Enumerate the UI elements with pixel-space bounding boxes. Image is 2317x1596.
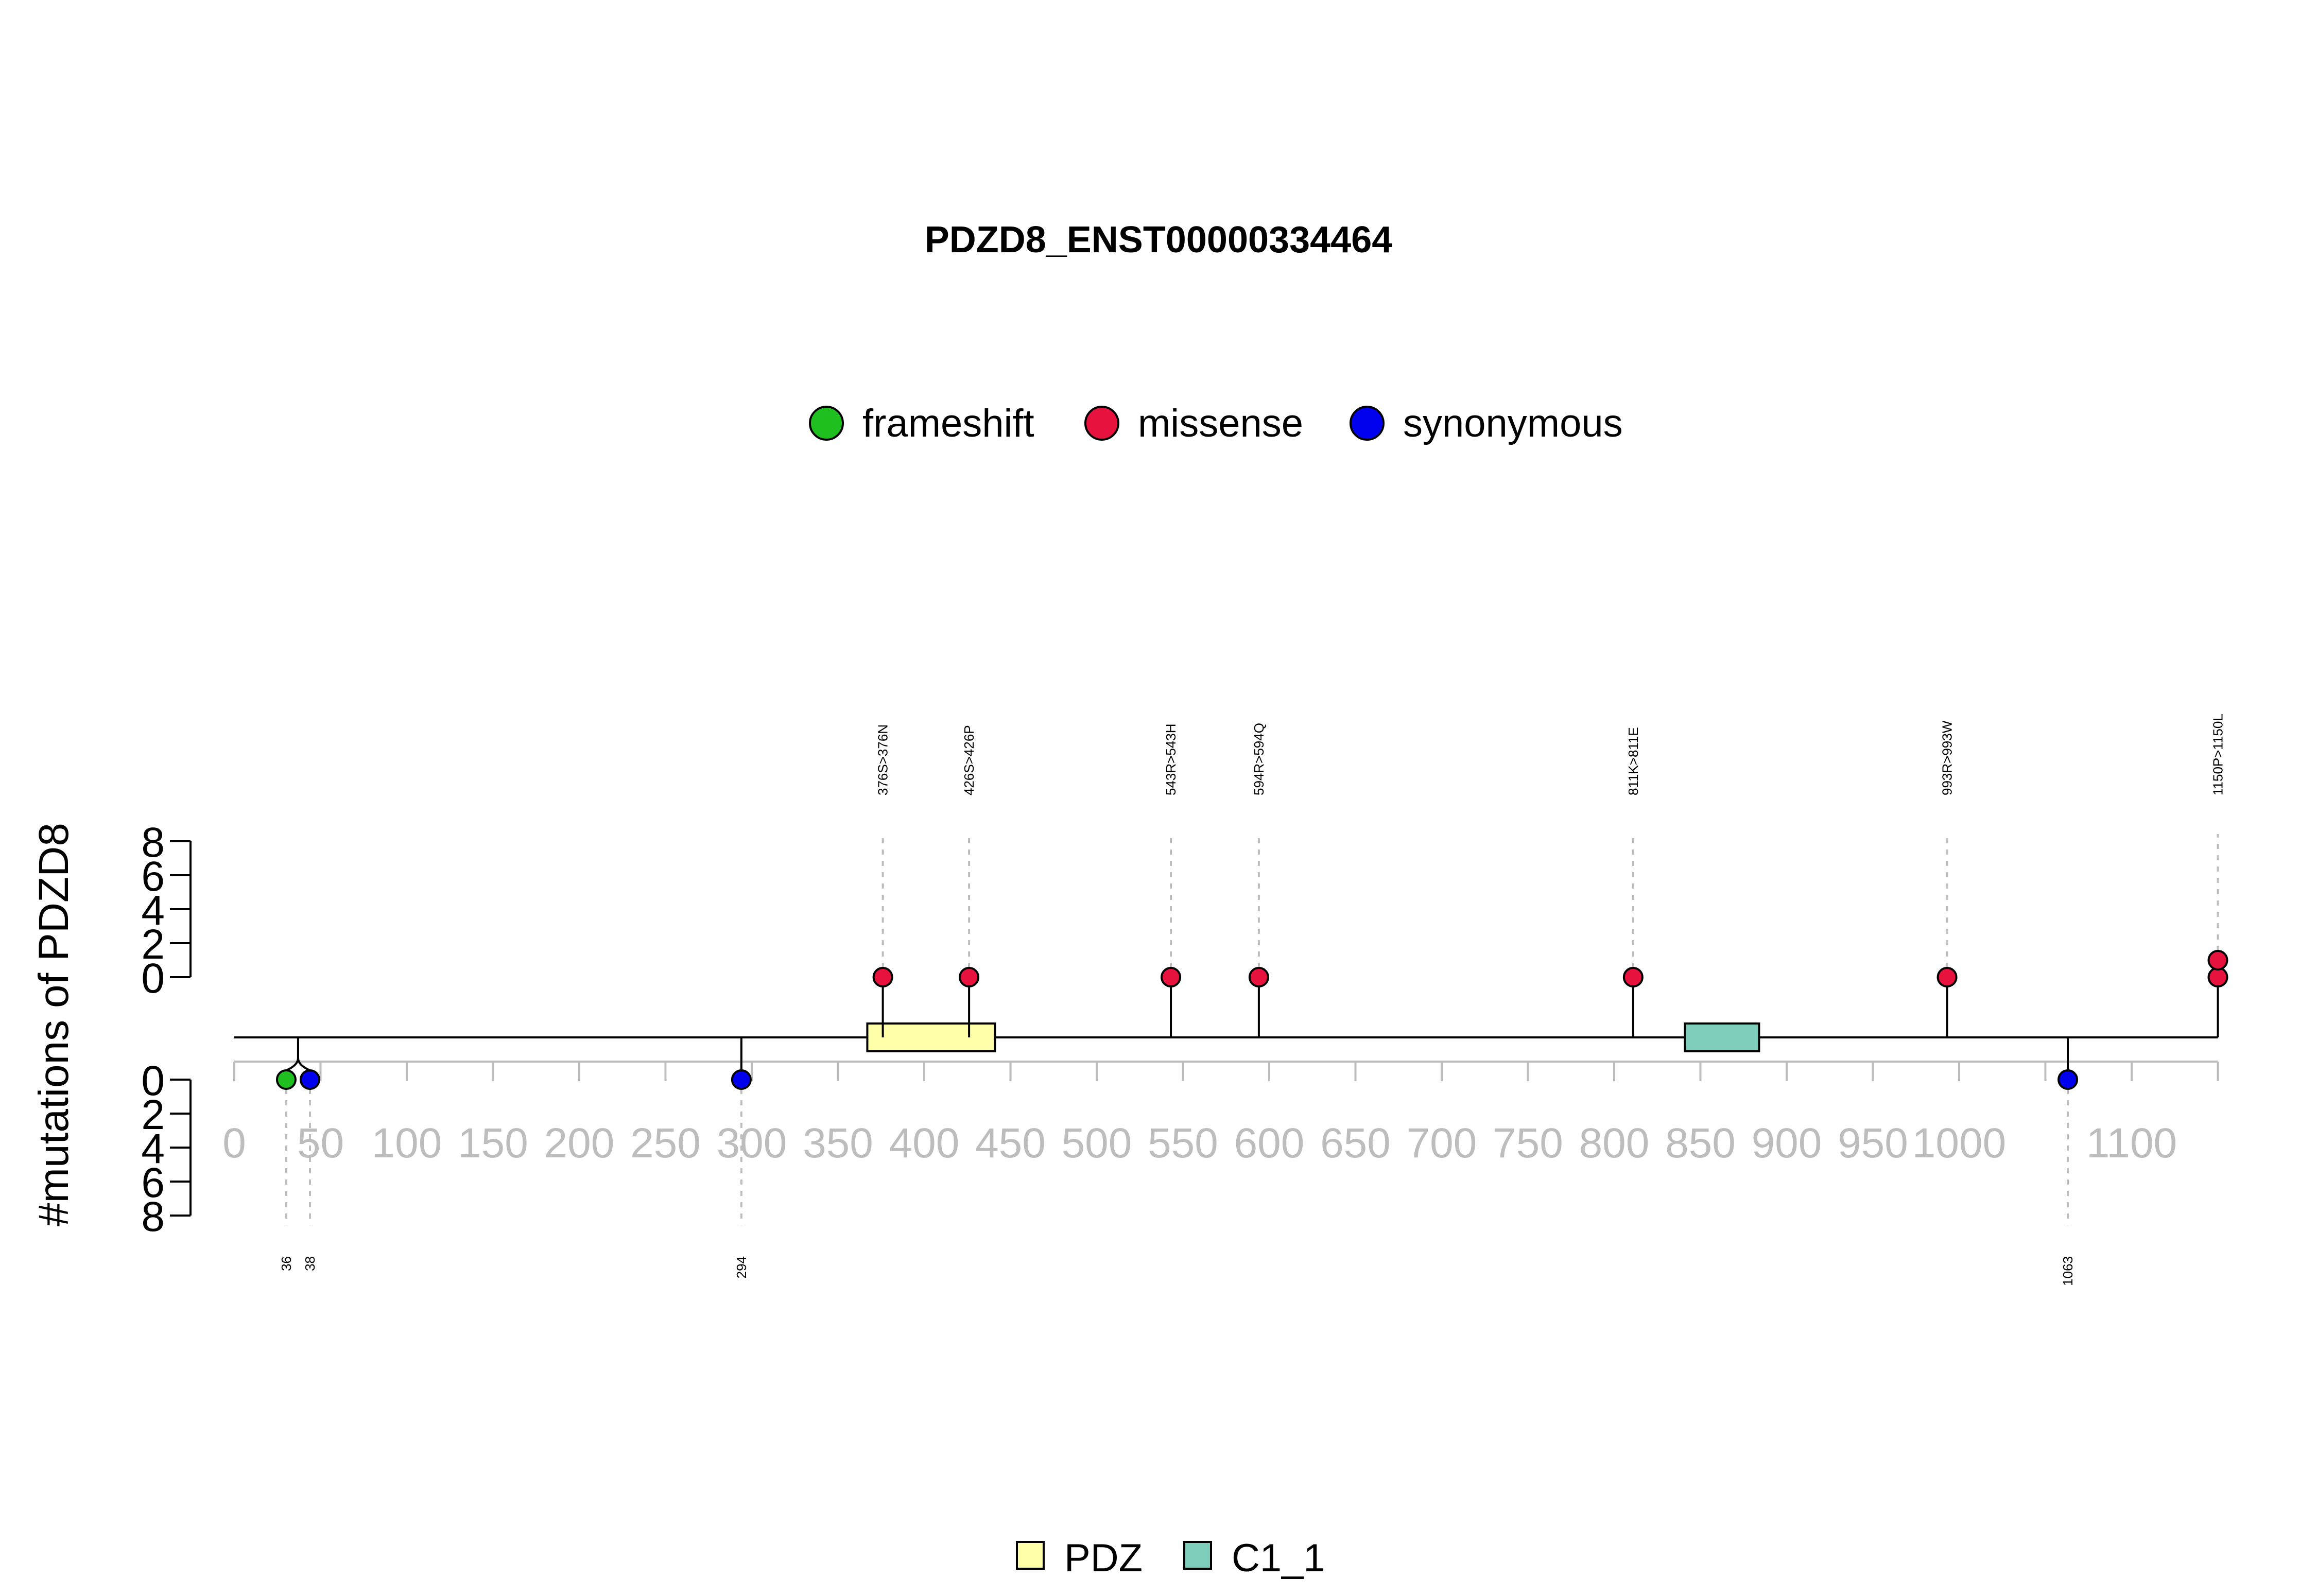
legend-swatch-frameshift bbox=[809, 406, 844, 441]
mutation-594r-594q: 594R>594Q bbox=[1248, 723, 1269, 1037]
mutation-36: 36 bbox=[275, 1037, 299, 1271]
domain-pdz bbox=[866, 1022, 996, 1052]
legend-swatch-missense bbox=[1084, 406, 1119, 441]
x-tick-label-100: 100 bbox=[372, 1120, 442, 1167]
x-tick-label-300: 300 bbox=[717, 1120, 787, 1167]
x-tick-label-350: 350 bbox=[803, 1120, 873, 1167]
mutations: 376S>376N 426S>426P 543R>543H 594R>594Q 811K… bbox=[275, 714, 2228, 1286]
x-tick-label-250: 250 bbox=[630, 1120, 701, 1167]
x-tick-label-600: 600 bbox=[1234, 1120, 1305, 1167]
legend-item-frameshift: frameshift bbox=[809, 402, 1034, 445]
chart-title: PDZD8_ENST00000334464 bbox=[925, 219, 1393, 261]
mutation-point bbox=[1936, 967, 1958, 987]
x-tick-label-700: 700 bbox=[1407, 1120, 1477, 1167]
mutation-294: 294 bbox=[731, 1037, 752, 1278]
mutation-stem bbox=[297, 1037, 310, 1071]
x-tick-label-150: 150 bbox=[458, 1120, 528, 1167]
mutation-point bbox=[2207, 950, 2228, 970]
legend-label-frameshift: frameshift bbox=[862, 402, 1034, 445]
x-tick-label-400: 400 bbox=[889, 1120, 960, 1167]
mutation-point bbox=[1161, 967, 1182, 987]
domains bbox=[866, 1022, 1760, 1052]
x-tick-label-500: 500 bbox=[1062, 1120, 1132, 1167]
mutation-label: 36 bbox=[279, 1256, 294, 1271]
mutation-1063: 1063 bbox=[2057, 1037, 2079, 1286]
legend-swatch-c1-1 bbox=[1183, 1541, 1212, 1570]
mutation-point bbox=[2057, 1069, 2079, 1090]
x-tick-label-1100: 1100 bbox=[2086, 1120, 2177, 1167]
y-bottom-tick-label-0: 0 bbox=[141, 1057, 165, 1104]
legend-item-c1-1: C1_1 bbox=[1183, 1536, 1325, 1580]
x-tick-label-800: 800 bbox=[1579, 1120, 1650, 1167]
y-top-tick-label-0: 0 bbox=[141, 955, 165, 1002]
mutation-426s-426p: 426S>426P bbox=[959, 725, 980, 1037]
mutation-1150p-1150l: 1150P>1150L bbox=[2207, 714, 2228, 1037]
mutation-legend: frameshift missense synonymous bbox=[809, 402, 1623, 445]
y-axis-label: #mutations of PDZD8 bbox=[30, 823, 77, 1226]
mutation-label: 543R>543H bbox=[1163, 724, 1179, 796]
legend-swatch-synonymous bbox=[1350, 406, 1385, 441]
y-bottom-tick-label-6: 6 bbox=[141, 1159, 165, 1206]
legend-item-synonymous: synonymous bbox=[1350, 402, 1623, 445]
x-tick-label-750: 750 bbox=[1493, 1120, 1563, 1167]
legend-label-missense: missense bbox=[1138, 402, 1303, 445]
x-tick-label-950: 950 bbox=[1838, 1120, 1908, 1167]
y-top-tick-label-6: 6 bbox=[141, 853, 165, 900]
mutation-point bbox=[959, 967, 980, 987]
mutation-label: 594R>594Q bbox=[1251, 723, 1267, 795]
y-bottom-tick-label-8: 8 bbox=[141, 1193, 165, 1240]
domain-c1-1 bbox=[1684, 1022, 1760, 1052]
x-tick-label-650: 650 bbox=[1320, 1120, 1391, 1167]
mutation-label: 294 bbox=[734, 1256, 749, 1278]
mutation-stem bbox=[286, 1037, 299, 1071]
mutation-label: 426S>426P bbox=[961, 725, 977, 795]
mutation-label: 38 bbox=[302, 1256, 318, 1271]
y-bottom-tick-label-4: 4 bbox=[141, 1125, 165, 1172]
mutation-label: 993R>993W bbox=[1940, 720, 1955, 795]
y-top-tick-label-4: 4 bbox=[141, 887, 165, 934]
legend-label-synonymous: synonymous bbox=[1403, 402, 1623, 445]
mutation-811k-811e: 811K>811E bbox=[1622, 727, 1644, 1037]
y-top-tick-label-8: 8 bbox=[141, 819, 165, 866]
x-tick-label-1000: 1000 bbox=[1912, 1120, 2006, 1167]
legend-item-missense: missense bbox=[1084, 402, 1303, 445]
legend-label-pdz: PDZ bbox=[1064, 1536, 1143, 1580]
x-tick-label-550: 550 bbox=[1148, 1120, 1218, 1167]
domain-legend: PDZ C1_1 bbox=[1016, 1536, 1325, 1580]
legend-swatch-pdz bbox=[1016, 1541, 1045, 1570]
mutation-label: 1063 bbox=[2060, 1256, 2076, 1286]
legend-item-pdz: PDZ bbox=[1016, 1536, 1143, 1580]
mutation-point bbox=[731, 1069, 752, 1090]
mutation-point bbox=[872, 967, 893, 987]
legend-label-c1-1: C1_1 bbox=[1232, 1536, 1325, 1580]
mutation-label: 811K>811E bbox=[1626, 727, 1641, 795]
y-bottom-tick-label-2: 2 bbox=[141, 1091, 165, 1138]
mutation-label: 1150P>1150L bbox=[2210, 714, 2226, 795]
mutation-543r-543h: 543R>543H bbox=[1161, 724, 1182, 1037]
x-tick-label-200: 200 bbox=[544, 1120, 615, 1167]
mutation-993r-993w: 993R>993W bbox=[1936, 720, 1958, 1037]
mutation-label: 376S>376N bbox=[875, 724, 891, 795]
mutation-point bbox=[275, 1069, 297, 1090]
mutation-376s-376n: 376S>376N bbox=[872, 724, 893, 1037]
mutation-point bbox=[2207, 967, 2228, 987]
mutation-38: 38 bbox=[297, 1037, 320, 1271]
x-tick-label-900: 900 bbox=[1752, 1120, 1822, 1167]
y-top-tick-label-2: 2 bbox=[141, 921, 165, 968]
x-tick-label-0: 0 bbox=[222, 1120, 246, 1167]
x-tick-label-850: 850 bbox=[1665, 1120, 1736, 1167]
mutation-point bbox=[299, 1069, 320, 1090]
x-tick-label-450: 450 bbox=[975, 1120, 1046, 1167]
x-axis: 0 50 100 150 200 250 300 350 400 450 500 550 600 650 7… bbox=[222, 1061, 2219, 1167]
x-tick-label-50: 50 bbox=[297, 1120, 344, 1167]
mutation-point bbox=[1248, 967, 1269, 987]
mutation-point bbox=[1622, 967, 1644, 987]
